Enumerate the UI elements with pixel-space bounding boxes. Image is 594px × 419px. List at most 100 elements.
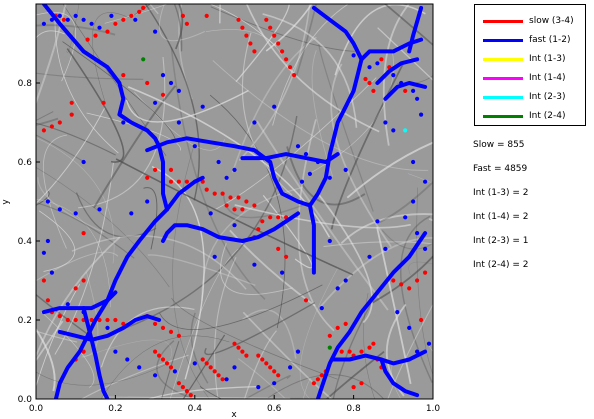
series-1-point-55 xyxy=(82,310,86,314)
series-1-point-56 xyxy=(105,326,109,330)
series-0-point-0 xyxy=(105,30,109,34)
series-1-point-57 xyxy=(113,350,117,354)
series-1-point-45 xyxy=(46,199,50,203)
texture-streak xyxy=(428,344,576,412)
series-0-point-22 xyxy=(292,73,296,77)
series-0-point-18 xyxy=(276,41,280,45)
series-1-point-6 xyxy=(109,14,113,18)
series-0-point-51 xyxy=(276,215,280,219)
series-1-point-77 xyxy=(407,326,411,330)
series-1-point-52 xyxy=(42,251,46,255)
series-0-point-102 xyxy=(240,350,244,354)
series-1-point-8 xyxy=(153,30,157,34)
series-1-point-71 xyxy=(344,278,348,282)
series-0-point-46 xyxy=(252,203,256,207)
series-0-point-65 xyxy=(379,57,383,61)
legend-swatch xyxy=(483,20,523,23)
series-0-point-97 xyxy=(213,369,217,373)
series-0-point-14 xyxy=(252,49,256,53)
x-tick-label: 0.2 xyxy=(108,404,122,414)
texture-streak xyxy=(449,247,579,412)
series-0-point-92 xyxy=(165,361,169,365)
series-1-point-63 xyxy=(225,377,229,381)
series-0-point-57 xyxy=(284,255,288,259)
series-1-point-81 xyxy=(252,263,256,267)
series-0-point-113 xyxy=(189,393,193,397)
stat-line: Int (1-3) = 2 xyxy=(473,188,528,198)
series-0-point-87 xyxy=(169,330,173,334)
series-0-point-137 xyxy=(304,298,308,302)
series-0-point-58 xyxy=(82,231,86,235)
series-0-point-59 xyxy=(145,176,149,180)
series-1-point-67 xyxy=(288,365,292,369)
series-1-point-73 xyxy=(383,247,387,251)
series-1-point-4 xyxy=(90,22,94,26)
series-0-point-67 xyxy=(403,89,407,93)
x-tick-label: 0.6 xyxy=(267,404,282,414)
stat-line: Int (2-3) = 1 xyxy=(473,236,528,246)
y-axis-label: y xyxy=(1,199,11,205)
series-4-point-0 xyxy=(403,128,407,132)
series-1-point-20 xyxy=(232,223,236,227)
series-1-point-74 xyxy=(415,231,419,235)
series-1-point-16 xyxy=(193,144,197,148)
series-1-point-29 xyxy=(352,53,356,57)
series-0-point-54 xyxy=(256,227,260,231)
series-0-point-16 xyxy=(268,26,272,30)
y-tick-label: 0.0 xyxy=(18,395,33,405)
series-0-point-42 xyxy=(221,192,225,196)
series-0-point-41 xyxy=(213,192,217,196)
series-0-point-64 xyxy=(371,89,375,93)
series-0-point-99 xyxy=(221,377,225,381)
series-0-point-94 xyxy=(201,357,205,361)
series-1-point-87 xyxy=(153,101,157,105)
series-0-point-30 xyxy=(70,101,74,105)
legend-label: slow (3-4) xyxy=(529,16,574,26)
series-1-point-70 xyxy=(336,286,340,290)
series-1-point-0 xyxy=(58,14,62,18)
series-1-point-85 xyxy=(177,120,181,124)
series-1-point-80 xyxy=(213,255,217,259)
series-0-point-128 xyxy=(391,278,395,282)
series-0-point-96 xyxy=(209,365,213,369)
series-1-point-53 xyxy=(50,271,54,275)
series-0-point-133 xyxy=(419,318,423,322)
series-0-point-91 xyxy=(161,357,165,361)
texture-streak xyxy=(221,414,419,419)
legend-entry: Int (1-3) xyxy=(483,52,565,66)
series-0-point-75 xyxy=(105,318,109,322)
series-0-point-40 xyxy=(205,188,209,192)
x-tick-label: 0.8 xyxy=(346,404,361,414)
series-0-point-20 xyxy=(284,57,288,61)
legend: slow (3-4) fast (1-2) Int (1-3) Int (1-4) In… xyxy=(474,4,586,126)
series-0-point-29 xyxy=(70,113,74,117)
series-0-point-50 xyxy=(268,215,272,219)
legend-swatch xyxy=(483,77,523,80)
legend-swatch xyxy=(483,58,523,61)
series-1-point-60 xyxy=(153,373,157,377)
series-0-point-31 xyxy=(101,101,105,105)
series-0-point-2 xyxy=(121,18,125,22)
series-0-point-118 xyxy=(340,350,344,354)
series-1-point-28 xyxy=(300,180,304,184)
series-1-point-26 xyxy=(328,176,332,180)
texture-streak xyxy=(0,86,23,119)
series-1-point-22 xyxy=(296,144,300,148)
series-1-point-54 xyxy=(66,302,70,306)
series-0-point-134 xyxy=(344,322,348,326)
series-0-point-36 xyxy=(177,180,181,184)
series-0-point-109 xyxy=(276,373,280,377)
series-0-point-7 xyxy=(93,34,97,38)
series-0-point-90 xyxy=(157,354,161,358)
series-1-point-34 xyxy=(399,81,403,85)
series-0-point-119 xyxy=(348,350,352,354)
series-0-point-95 xyxy=(205,361,209,365)
texture-streak xyxy=(117,415,220,419)
series-0-point-86 xyxy=(161,326,165,330)
series-1-point-69 xyxy=(320,306,324,310)
series-0-point-28 xyxy=(58,120,62,124)
series-1-point-79 xyxy=(427,342,431,346)
series-1-point-39 xyxy=(391,128,395,132)
series-0-point-1 xyxy=(113,22,117,26)
series-1-point-42 xyxy=(411,199,415,203)
